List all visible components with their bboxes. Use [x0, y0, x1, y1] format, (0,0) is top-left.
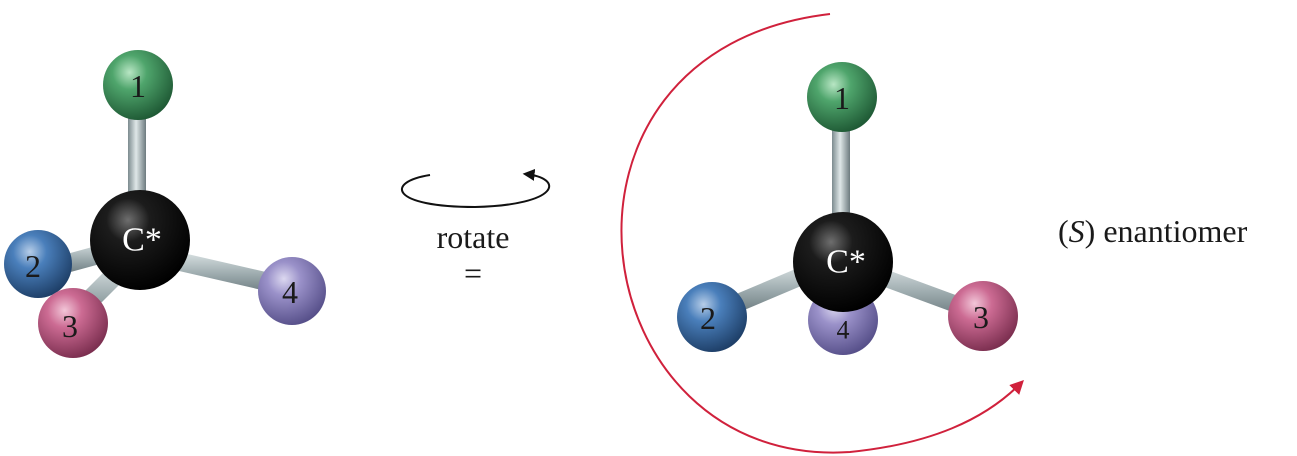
caption-close-paren: ): [1085, 213, 1096, 249]
caption-configuration: S: [1069, 213, 1085, 249]
right-atom-4-label: 4: [837, 316, 850, 345]
rotation-indicator: rotate =: [400, 168, 551, 291]
right-molecule: 4 C* 1 2 3: [677, 62, 1018, 355]
left-bond-1: [128, 108, 146, 214]
right-atom-1: 1: [807, 62, 877, 132]
caption-word: enantiomer: [1095, 213, 1247, 249]
rotation-arrow-icon: [400, 168, 551, 209]
left-carbon-atom: C*: [90, 190, 190, 290]
right-carbon-label: C*: [826, 244, 866, 281]
left-atom-2: 2: [4, 230, 72, 298]
left-atom-1-label: 1: [130, 68, 146, 104]
right-atom-2: 2: [677, 282, 747, 352]
right-carbon-atom: C*: [793, 212, 893, 312]
right-atom-3: 3: [948, 281, 1018, 351]
left-atom-3: 3: [38, 288, 108, 358]
caption-open-paren: (: [1058, 213, 1069, 249]
equals-sign: =: [464, 255, 482, 291]
right-atom-1-label: 1: [834, 80, 850, 116]
counterclockwise-arrow-icon: [620, 13, 1024, 454]
left-atom-2-label: 2: [25, 248, 41, 284]
right-atom-2-label: 2: [700, 300, 716, 336]
rotate-label: rotate: [437, 219, 510, 255]
left-atom-1: 1: [103, 50, 173, 120]
left-molecule: 2 C* 1 3 4: [4, 50, 326, 358]
right-bond-1: [832, 120, 850, 230]
left-atom-4-label: 4: [282, 274, 298, 310]
enantiomer-caption: (S) enantiomer: [1058, 213, 1248, 249]
left-atom-4: 4: [258, 257, 326, 325]
right-atom-3-label: 3: [973, 299, 989, 335]
left-atom-3-label: 3: [62, 308, 78, 344]
left-carbon-label: C*: [122, 222, 162, 259]
